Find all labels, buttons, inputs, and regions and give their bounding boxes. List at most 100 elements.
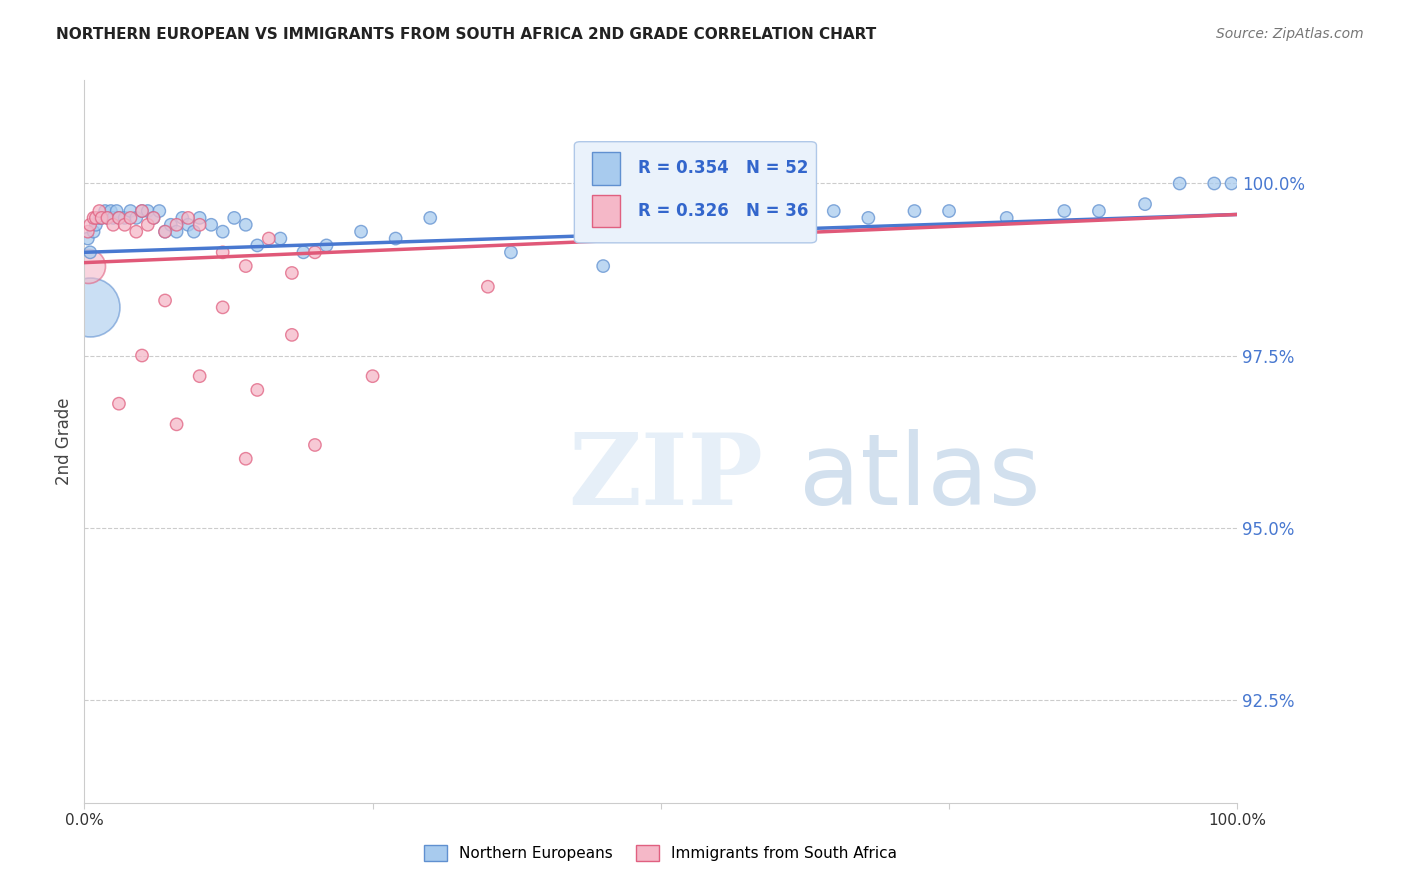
Point	[592, 259, 614, 273]
Point	[89, 204, 111, 219]
Text: atlas: atlas	[799, 429, 1040, 526]
Point	[350, 225, 373, 239]
Point	[707, 211, 730, 225]
Point	[211, 245, 233, 260]
Point	[89, 211, 111, 225]
Point	[142, 211, 165, 225]
Text: NORTHERN EUROPEAN VS IMMIGRANTS FROM SOUTH AFRICA 2ND GRADE CORRELATION CHART: NORTHERN EUROPEAN VS IMMIGRANTS FROM SOU…	[56, 27, 876, 42]
Point	[384, 231, 406, 245]
Point	[224, 211, 246, 225]
Point	[477, 279, 499, 293]
Point	[281, 266, 304, 280]
Point	[90, 211, 112, 225]
Point	[166, 417, 188, 432]
Point	[246, 383, 269, 397]
Point	[188, 369, 211, 384]
Point	[142, 211, 165, 225]
Text: 0.0%: 0.0%	[65, 814, 104, 828]
FancyBboxPatch shape	[575, 142, 817, 243]
Point	[235, 218, 257, 232]
Point	[938, 204, 960, 219]
Point	[1168, 177, 1191, 191]
Point	[136, 218, 159, 232]
Point	[177, 218, 200, 232]
Point	[172, 211, 194, 225]
Point	[83, 225, 105, 239]
Point	[83, 211, 105, 225]
FancyBboxPatch shape	[592, 153, 620, 185]
Point	[304, 245, 326, 260]
Point	[292, 245, 315, 260]
Point	[1088, 204, 1111, 219]
Point	[246, 238, 269, 252]
Point	[90, 211, 112, 225]
Point	[76, 259, 98, 273]
Point	[79, 245, 101, 260]
Point	[105, 204, 128, 219]
Point	[1053, 204, 1076, 219]
Point	[200, 218, 222, 232]
Point	[120, 211, 142, 225]
Point	[211, 225, 233, 239]
Point	[79, 301, 101, 315]
Point	[160, 218, 183, 232]
Point	[76, 225, 98, 239]
Point	[1220, 177, 1243, 191]
Point	[120, 204, 142, 219]
Point	[235, 451, 257, 466]
Point	[281, 327, 304, 342]
Point	[103, 211, 124, 225]
Point	[125, 225, 148, 239]
Point	[235, 259, 257, 273]
Point	[166, 218, 188, 232]
Point	[96, 211, 118, 225]
Point	[269, 231, 291, 245]
Point	[76, 231, 98, 245]
FancyBboxPatch shape	[592, 194, 620, 227]
Point	[153, 293, 176, 308]
Point	[257, 231, 280, 245]
Point	[100, 204, 122, 219]
Point	[108, 211, 131, 225]
Point	[361, 369, 384, 384]
Point	[153, 225, 176, 239]
Point	[131, 204, 153, 219]
Point	[183, 225, 205, 239]
Text: ZIP: ZIP	[568, 429, 763, 526]
Point	[188, 211, 211, 225]
Point	[1204, 177, 1226, 191]
Point	[79, 218, 101, 232]
Point	[823, 204, 845, 219]
Point	[136, 204, 159, 219]
Point	[96, 211, 118, 225]
Point	[108, 211, 131, 225]
Point	[114, 218, 136, 232]
Point	[103, 218, 124, 232]
Legend: Northern Europeans, Immigrants from South Africa: Northern Europeans, Immigrants from Sout…	[418, 839, 904, 867]
Point	[499, 245, 522, 260]
Point	[211, 301, 233, 315]
Point	[153, 225, 176, 239]
Point	[419, 211, 441, 225]
Point	[94, 204, 117, 219]
Point	[131, 349, 153, 363]
Y-axis label: 2nd Grade: 2nd Grade	[55, 398, 73, 485]
Point	[188, 218, 211, 232]
Point	[84, 218, 107, 232]
Point	[108, 397, 131, 411]
Point	[148, 204, 170, 219]
Point	[1133, 197, 1156, 211]
Point	[304, 438, 326, 452]
Point	[125, 211, 148, 225]
Point	[84, 211, 107, 225]
Point	[765, 211, 787, 225]
Text: 100.0%: 100.0%	[1208, 814, 1267, 828]
Point	[177, 211, 200, 225]
Text: R = 0.326   N = 36: R = 0.326 N = 36	[638, 202, 808, 219]
Text: Source: ZipAtlas.com: Source: ZipAtlas.com	[1216, 27, 1364, 41]
Point	[131, 204, 153, 219]
Point	[995, 211, 1018, 225]
Point	[166, 225, 188, 239]
Point	[903, 204, 925, 219]
Point	[114, 211, 136, 225]
